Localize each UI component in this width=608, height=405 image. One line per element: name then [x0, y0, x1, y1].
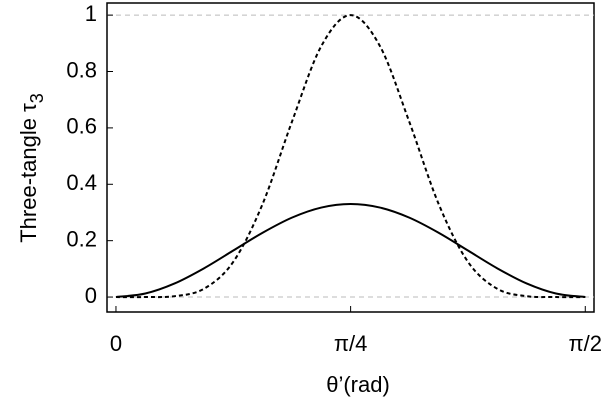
y-axis-label: Three-tangle τ3 — [16, 93, 47, 243]
x-tick-label: 0 — [110, 331, 122, 356]
x-axis-label: θ’(rad) — [326, 372, 390, 397]
y-axis-label-group: Three-tangle τ3 — [16, 93, 47, 243]
y-tick-label: 0.6 — [66, 114, 97, 139]
y-tick-label: 0 — [85, 283, 97, 308]
plot-frame — [106, 2, 595, 313]
y-tick-label: 0.4 — [66, 170, 97, 195]
x-tick-label: π/2 — [569, 331, 603, 356]
y-tick-label: 0.2 — [66, 226, 97, 251]
series-line — [115, 14, 586, 299]
y-axis-label-main: Three-tangle τ — [16, 103, 41, 243]
y-tick-label: 1 — [85, 1, 97, 26]
x-tick-label: π/4 — [334, 331, 368, 356]
y-axis-label-subscript: 3 — [27, 93, 47, 103]
series-line — [115, 203, 586, 299]
y-tick-label: 0.8 — [66, 57, 97, 82]
